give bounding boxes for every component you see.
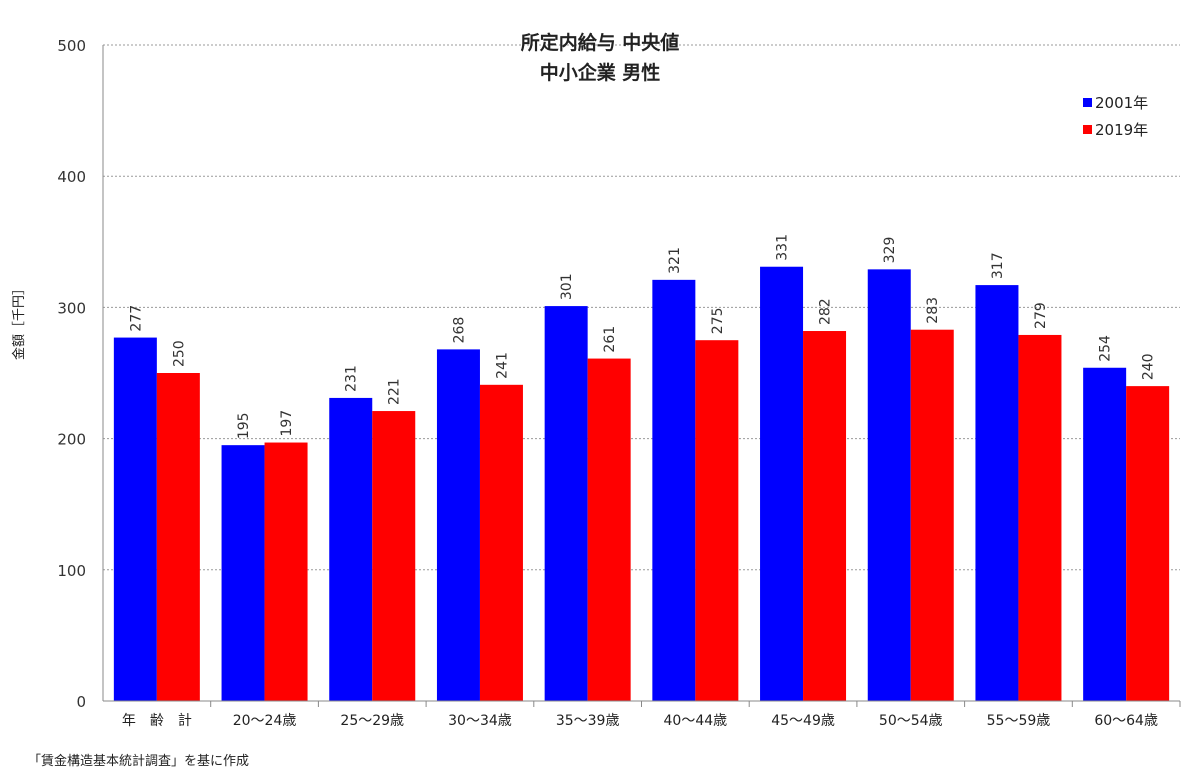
data-label: 331 [775, 234, 791, 261]
x-tick-label: 35～39歳 [556, 713, 620, 729]
legend-item-2019: 2019年 [1083, 119, 1148, 140]
x-tick-label: 20～24歳 [233, 713, 297, 729]
bar [113, 337, 157, 701]
source-note: 「賃金構造基本統計調査」を基に作成 [28, 754, 250, 769]
data-labels: 277 250 195 197 231 221 268 241 301 261 321 275 331 2… [128, 234, 1156, 439]
x-tick-label: 50～54歳 [879, 713, 943, 729]
bar [436, 349, 480, 701]
bar [156, 373, 200, 701]
chart-subtitle: 中小企業 男性 [539, 62, 661, 84]
legend-item-2001: 2001年 [1083, 92, 1148, 113]
data-label: 195 [236, 412, 252, 439]
y-tick-label: 200 [57, 431, 86, 449]
data-label: 329 [882, 237, 898, 264]
data-label: 283 [925, 297, 941, 324]
chart-title: 所定内給与 中央値 [520, 32, 680, 54]
data-label: 277 [128, 305, 144, 332]
y-tick-label: 300 [57, 299, 86, 317]
legend-label-2019: 2019年 [1095, 121, 1149, 139]
y-tick-label: 400 [57, 168, 86, 186]
data-label: 240 [1141, 353, 1157, 380]
data-label: 301 [559, 273, 575, 300]
data-label: 279 [1033, 302, 1049, 329]
x-tick-label: 30～34歳 [448, 713, 512, 729]
bar [372, 411, 416, 701]
bar [867, 269, 911, 701]
bar [221, 445, 265, 701]
x-axis: 年 齢 計 20～24歳 25～29歳 30～34歳 35～39歳 40～44歳 45～49… [103, 700, 1181, 729]
bar [329, 397, 373, 701]
x-tick-label: 年 齢 計 [122, 713, 192, 729]
data-label: 197 [279, 410, 295, 437]
y-tick-label: 500 [57, 37, 86, 55]
bar [695, 340, 739, 701]
bar [910, 329, 954, 701]
x-tick-label: 25～29歳 [340, 713, 404, 729]
y-tick-label: 100 [57, 562, 86, 580]
data-label: 321 [667, 247, 683, 274]
bar [803, 331, 847, 701]
data-label: 282 [818, 298, 834, 325]
x-tick-label: 55～59歳 [987, 713, 1051, 729]
bar [544, 306, 588, 701]
data-label: 241 [494, 352, 510, 379]
x-tick-label: 45～49歳 [771, 713, 835, 729]
y-axis: 0 100 200 300 400 500 [57, 37, 104, 711]
data-label: 317 [990, 252, 1006, 279]
bar [587, 358, 631, 701]
legend-swatch-blue [1083, 98, 1092, 107]
data-label: 231 [344, 365, 360, 392]
bar [1083, 367, 1127, 701]
data-label: 221 [387, 378, 403, 405]
data-label: 275 [710, 307, 726, 334]
bar [1018, 334, 1062, 701]
bars [113, 266, 1170, 701]
bar [479, 384, 523, 701]
bar [975, 285, 1019, 701]
data-label: 268 [451, 317, 467, 344]
data-label: 250 [171, 340, 187, 367]
legend-label-2001: 2001年 [1095, 94, 1149, 112]
data-label: 261 [602, 326, 618, 353]
y-tick-label: 0 [76, 693, 86, 711]
bar [760, 266, 804, 701]
bar [1126, 386, 1170, 701]
x-tick-label: 60～64歳 [1094, 713, 1158, 729]
bar [264, 442, 308, 701]
bar [652, 279, 696, 701]
data-label: 254 [1098, 335, 1114, 362]
x-tick-label: 40～44歳 [664, 713, 728, 729]
legend-swatch-red [1083, 125, 1092, 134]
y-axis-label: 金額［千円］ [12, 281, 27, 360]
